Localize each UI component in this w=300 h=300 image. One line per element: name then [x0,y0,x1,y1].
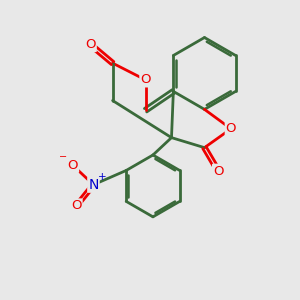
Text: N: N [88,178,99,192]
Text: O: O [85,38,96,51]
Text: −: − [59,152,68,162]
Text: O: O [226,122,236,135]
Text: O: O [213,165,224,178]
Text: O: O [71,200,82,212]
Text: O: O [140,74,151,86]
Text: +: + [98,172,106,182]
Text: O: O [68,159,78,172]
